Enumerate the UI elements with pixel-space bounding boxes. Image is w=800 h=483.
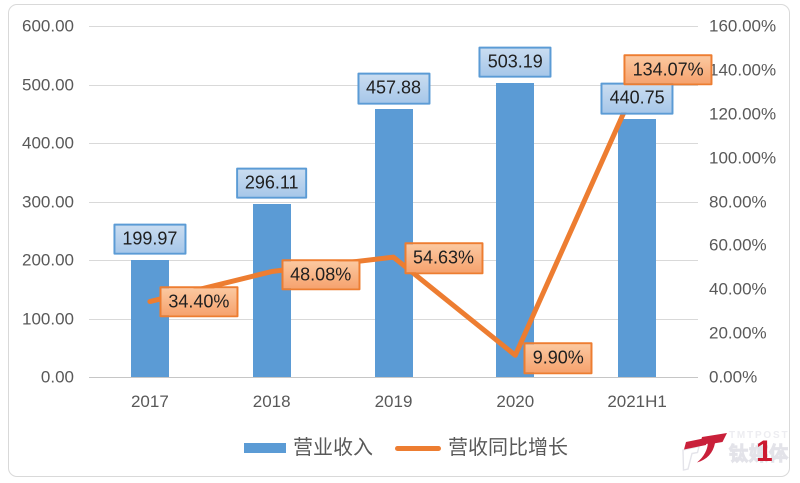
chart-frame — [8, 4, 790, 477]
legend-label-growth: 营收同比增长 — [448, 437, 568, 459]
line-data-label: 9.90% — [523, 342, 593, 374]
line-data-label: 54.63% — [403, 242, 484, 274]
legend-item-growth: 营收同比增长 — [395, 437, 568, 459]
x-tick-label: 2021H1 — [607, 392, 667, 411]
bar-data-label: 440.75 — [600, 82, 674, 115]
y-right-tick-label: 60.00% — [709, 235, 767, 255]
y-right-tick-label: 100.00% — [709, 148, 777, 168]
bar — [252, 203, 291, 377]
y-left-tick-label: 200.00 — [22, 250, 74, 270]
y-right-tick-label: 140.00% — [709, 60, 777, 80]
line-data-label: 34.40% — [159, 285, 239, 318]
x-axis-line — [89, 377, 698, 378]
watermark-brand-cn: 钛媒体 — [728, 444, 790, 465]
y-right-tick-label: 120.00% — [709, 104, 777, 124]
x-tick-label: 2017 — [130, 392, 169, 411]
bar-data-label: 503.19 — [478, 46, 552, 78]
y-left-tick-label: 100.00 — [22, 309, 74, 328]
y-left-tick-label: 400.00 — [22, 133, 74, 153]
legend-label-revenue: 营业收入 — [293, 437, 373, 459]
y-right-tick-label: 40.00% — [709, 279, 767, 299]
watermark-brand-en: TMTPOST — [729, 430, 790, 441]
x-tick-label: 2019 — [374, 392, 413, 411]
bar — [618, 119, 657, 377]
bar-data-label: 296.11 — [235, 167, 308, 199]
legend: 营业收入 营收同比增长 — [244, 437, 568, 459]
line-data-label: 134.07% — [623, 54, 713, 86]
bar-data-label: 199.97 — [113, 223, 187, 256]
y-left-tick-label: 300.00 — [22, 192, 74, 211]
x-tick-label: 2020 — [496, 392, 535, 411]
bar — [130, 260, 169, 377]
y-left-tick-label: 500.00 — [22, 75, 74, 94]
y-right-tick-label: 0.00% — [709, 367, 758, 387]
tmtpost-watermark: TMTPOST 钛媒体 1 — [682, 427, 797, 475]
page-number-watermark: 1 — [756, 435, 773, 468]
gridline — [89, 26, 698, 27]
tmtpost-logo-icon — [682, 433, 727, 471]
bar-data-label: 457.88 — [356, 72, 431, 105]
y-right-tick-label: 80.00% — [709, 192, 767, 211]
line-data-label: 48.08% — [281, 258, 361, 291]
y-right-tick-label: 20.00% — [709, 323, 767, 343]
y-right-tick-label: 160.00% — [709, 16, 777, 36]
legend-item-revenue: 营业收入 — [244, 437, 373, 459]
bar-series-swatch-icon — [244, 443, 286, 453]
y-left-tick-label: 0.00 — [40, 367, 74, 387]
y-left-tick-label: 600.00 — [22, 16, 74, 36]
line-series-swatch-icon — [395, 445, 441, 451]
bar — [496, 82, 535, 377]
x-tick-label: 2018 — [252, 392, 291, 411]
